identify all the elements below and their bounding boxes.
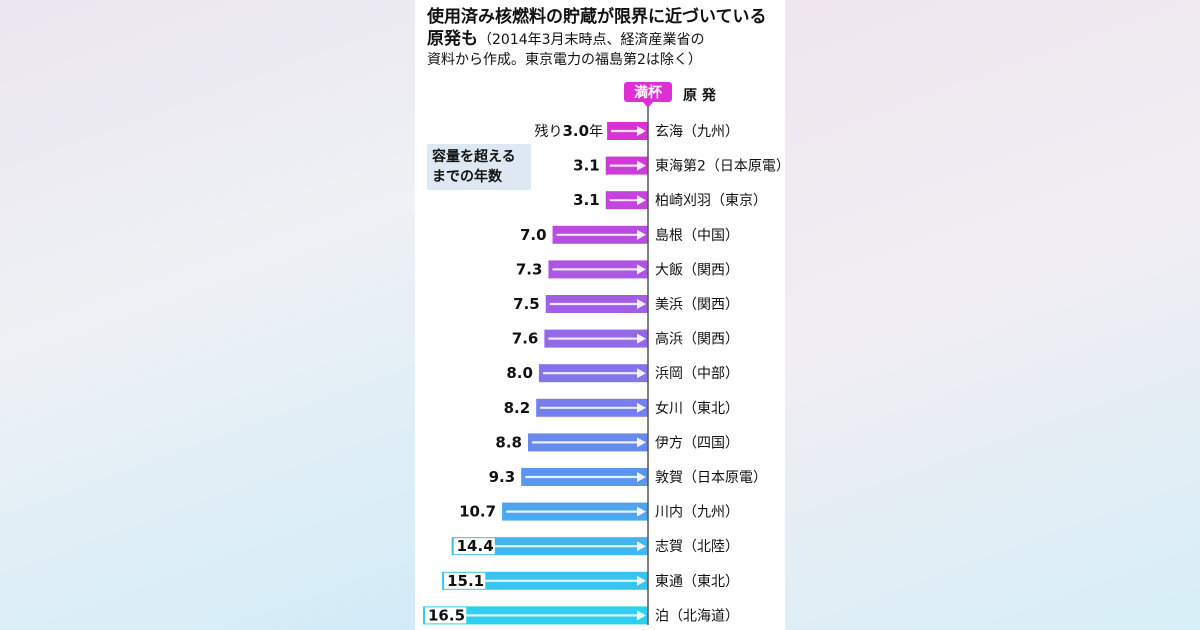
data-label: 14.4 xyxy=(457,537,494,555)
data-label-bg xyxy=(453,538,495,555)
chart-subtitle: 資料から作成。東京電力の福島第2は除く） xyxy=(427,52,702,68)
category-labels: 玄海（九州） 東海第2（日本原電） 柏崎刈羽（東京） 島根（中国） 大飯（関西） 美浜（関… xyxy=(655,123,785,624)
bar-chart: 残り3.0年 3.1 3.1 7.0 7.3 7.5 7.6 8.0 8.2 8.8 9.3 10.7… xyxy=(423,82,785,625)
data-label-bg xyxy=(425,607,467,624)
data-label: 残り3.0年 xyxy=(535,122,604,140)
legend-line-2: までの年数 xyxy=(432,169,502,185)
data-label: 9.3 xyxy=(489,468,516,486)
category-label: 島根（中国） xyxy=(655,228,739,244)
bar-arrow-head xyxy=(637,195,646,206)
column-header: 原 発 xyxy=(683,87,717,104)
full-tag-box xyxy=(624,82,672,102)
chart-panel: 使用済み核燃料の貯蔵が限界に近づいている原発も（2014年3月末時点、経済産業省… xyxy=(415,0,785,630)
legend-line-1: 容量を超える xyxy=(432,149,516,165)
bar-arrow-head xyxy=(637,575,646,586)
bar-arrow-head xyxy=(637,610,646,621)
data-label: 16.5 xyxy=(428,606,465,624)
data-label: 3.1 xyxy=(573,191,600,209)
data-label: 3.1 xyxy=(573,157,600,175)
data-label: 8.8 xyxy=(495,433,522,451)
category-label: 泊（北海道） xyxy=(655,608,739,624)
category-label: 大飯（関西） xyxy=(655,261,739,278)
data-label: 7.3 xyxy=(516,260,543,278)
data-label: 7.5 xyxy=(513,295,540,313)
bar-arrow-head xyxy=(637,126,646,136)
category-label: 伊方（四国） xyxy=(655,435,739,451)
bar-arrow-head xyxy=(637,472,646,482)
category-label: 柏崎刈羽（東京） xyxy=(655,193,767,209)
data-label-bg xyxy=(444,572,486,589)
bar-arrow-head xyxy=(637,299,646,309)
category-label: 志賀（北陸） xyxy=(655,539,739,555)
category-label: 高浜（関西） xyxy=(655,331,739,348)
chart-title-text: 使用済み核燃料の貯蔵が限界に近づいている原発も xyxy=(427,7,767,49)
bar-arrow-head xyxy=(637,437,646,448)
category-label: 美浜（関西） xyxy=(655,297,739,313)
bar-arrow-head xyxy=(637,402,646,413)
data-label: 7.0 xyxy=(520,226,547,244)
bar-arrow-head xyxy=(637,368,646,379)
category-label: 浜岡（中部） xyxy=(655,366,739,382)
bar-arrow-head xyxy=(637,541,646,552)
legend-box: 容量を超える までの年数 xyxy=(427,144,531,190)
bar-arrow-head xyxy=(637,333,646,344)
full-tag-pointer xyxy=(643,102,653,108)
bar-arrow-head xyxy=(637,264,646,275)
background-right xyxy=(785,0,1200,630)
full-tag-label: 満杯 xyxy=(634,84,663,101)
bar-arrow-head xyxy=(637,160,646,171)
data-label: 8.0 xyxy=(506,364,533,382)
chart-title: 使用済み核燃料の貯蔵が限界に近づいている原発も（2014年3月末時点、経済産業省… xyxy=(427,6,777,51)
chart-title-note: （2014年3月末時点、経済産業省の xyxy=(478,32,705,48)
bar-arrow-head xyxy=(637,229,646,240)
data-label: 8.2 xyxy=(504,399,531,417)
data-label: 10.7 xyxy=(459,503,496,521)
bar-arrow-head xyxy=(637,506,646,517)
background-left xyxy=(0,0,415,630)
full-tag: 満杯 xyxy=(624,82,672,108)
data-label: 15.1 xyxy=(447,572,484,590)
bars-layer: 残り3.0年 3.1 3.1 7.0 7.3 7.5 7.6 8.0 8.2 8.8 9.3 10.7… xyxy=(423,122,648,625)
category-label: 女川（東北） xyxy=(655,400,739,417)
category-label: 玄海（九州） xyxy=(655,123,739,140)
category-label: 敦賀（日本原電） xyxy=(655,470,767,486)
category-label: 川内（九州） xyxy=(655,505,739,521)
data-label: 7.6 xyxy=(512,330,539,348)
category-label: 東海第2（日本原電） xyxy=(655,158,785,175)
category-label: 東通（東北） xyxy=(655,574,739,590)
